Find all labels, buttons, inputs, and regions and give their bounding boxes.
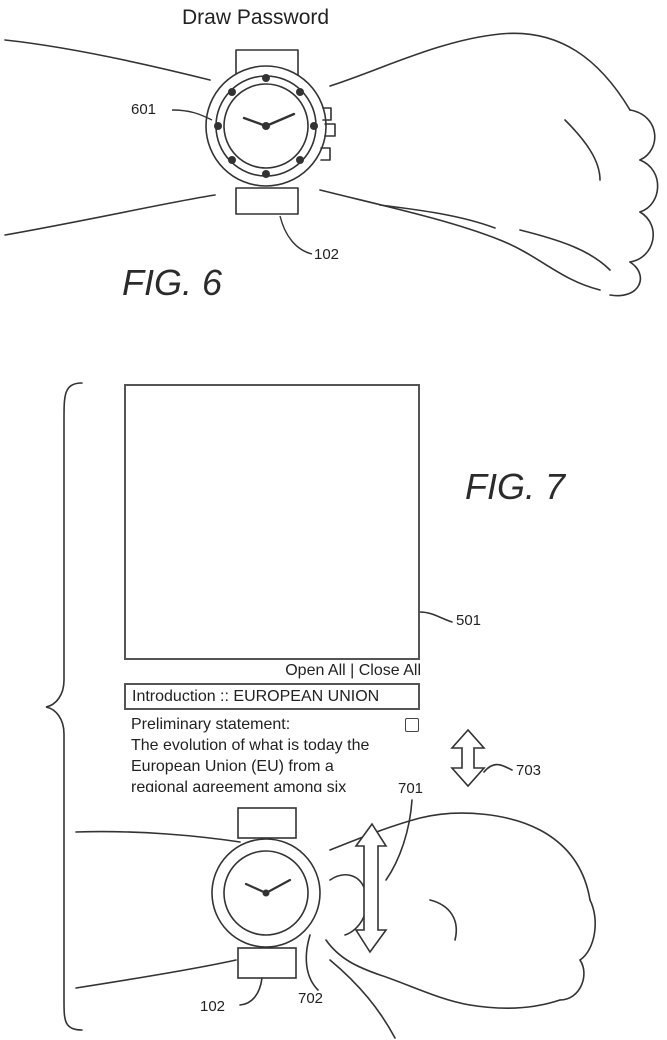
- fig7-leader-702: [306, 935, 318, 990]
- fig7-arm-bottom: [76, 960, 236, 988]
- text-line: The evolution of what is today the: [131, 735, 416, 756]
- fig6-forearm-bottom: [320, 190, 600, 290]
- body-text: Preliminary statement: The evolution of …: [131, 714, 416, 792]
- fig7-leader-703: [484, 765, 512, 772]
- fig7-strap-top: [238, 808, 296, 838]
- fig6-knuckle-1: [630, 110, 655, 160]
- fig6-arm-outline-top: [5, 40, 210, 80]
- preliminary-label: Preliminary statement:: [131, 714, 416, 735]
- fig6-forearm-top: [330, 33, 630, 110]
- ref-501: 501: [456, 612, 481, 629]
- ref-601: 601: [131, 101, 156, 118]
- fig7-leader-501: [420, 612, 452, 622]
- fig6-leader-102: [280, 216, 312, 254]
- fig7-finger: [326, 940, 470, 1005]
- text-line: regional agreement among six: [131, 777, 416, 792]
- fig6-knuckle-2: [640, 160, 658, 212]
- fig7-finger-joint: [430, 900, 456, 940]
- text-line: European Union (EU) from a: [131, 756, 416, 777]
- ref-102-fig7: 102: [200, 998, 225, 1015]
- expand-checkbox[interactable]: [405, 718, 419, 732]
- fig7-scroll-arrow: [452, 730, 484, 786]
- map-display: [124, 384, 420, 660]
- fig7-leader-701: [386, 800, 412, 880]
- fig7-thumb: [330, 875, 367, 935]
- fig6-finger-crease: [565, 120, 600, 180]
- fig7-hand-knuckles: [560, 900, 595, 1000]
- fig7-hand-lower: [470, 1000, 560, 1008]
- fig7-leader-102: [240, 978, 262, 1005]
- fig6-label: FIG. 6: [122, 262, 222, 304]
- fig6-thumb-line: [520, 230, 610, 270]
- fig7-arm-top: [76, 832, 240, 842]
- fig7-watch-pivot: [263, 890, 270, 897]
- fig6-strap-bottom: [236, 188, 298, 214]
- fig7-brace: [46, 383, 82, 1030]
- ref-102-fig6: 102: [314, 246, 339, 263]
- fig7-motion-arrow: [356, 824, 386, 952]
- fig6-knuckle-4: [610, 262, 640, 296]
- ref-702: 702: [298, 990, 323, 1007]
- fig6-knuckle-3: [630, 212, 653, 262]
- fig7-hand-bottom: [330, 960, 395, 1038]
- fig6-crown-button-bottom: [321, 148, 330, 160]
- section-header[interactable]: Introduction :: EUROPEAN UNION: [124, 683, 420, 710]
- ref-703: 703: [516, 762, 541, 779]
- fig6-arm-outline-bottom: [5, 195, 215, 235]
- open-close-links[interactable]: Open All | Close All: [285, 662, 421, 680]
- fig7-label: FIG. 7: [465, 466, 565, 508]
- fig7-strap-bottom: [238, 948, 296, 978]
